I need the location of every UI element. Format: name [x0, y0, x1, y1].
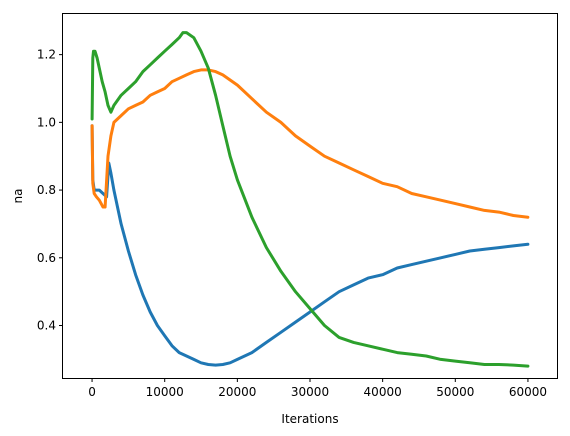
x-tick-label: 10000 — [146, 385, 184, 399]
x-tick-label: 20000 — [218, 385, 256, 399]
x-tick-label: 30000 — [291, 385, 329, 399]
series-3-line — [90, 31, 530, 368]
y-tick-label: 0.8 — [37, 183, 56, 197]
y-tick-label: 0.4 — [37, 319, 56, 333]
y-tick-label: 0.6 — [37, 251, 56, 265]
x-tick-label: 50000 — [436, 385, 474, 399]
y-tick-label: 1.2 — [37, 48, 56, 62]
plot-lines — [90, 31, 530, 368]
y-tick-label: 1.0 — [37, 115, 56, 129]
y-axis: 0.4 0.6 0.8 1.0 1.2 — [37, 48, 63, 333]
x-axis-label: Iterations — [281, 412, 338, 426]
series-2-line — [90, 68, 530, 219]
y-axis-label: na — [11, 189, 25, 204]
x-tick-label: 60000 — [509, 385, 547, 399]
series-1-line — [90, 124, 530, 367]
x-axis: 0 10000 20000 30000 40000 50000 60000 — [88, 378, 547, 399]
x-tick-label: 0 — [88, 385, 96, 399]
x-tick-label: 40000 — [364, 385, 402, 399]
